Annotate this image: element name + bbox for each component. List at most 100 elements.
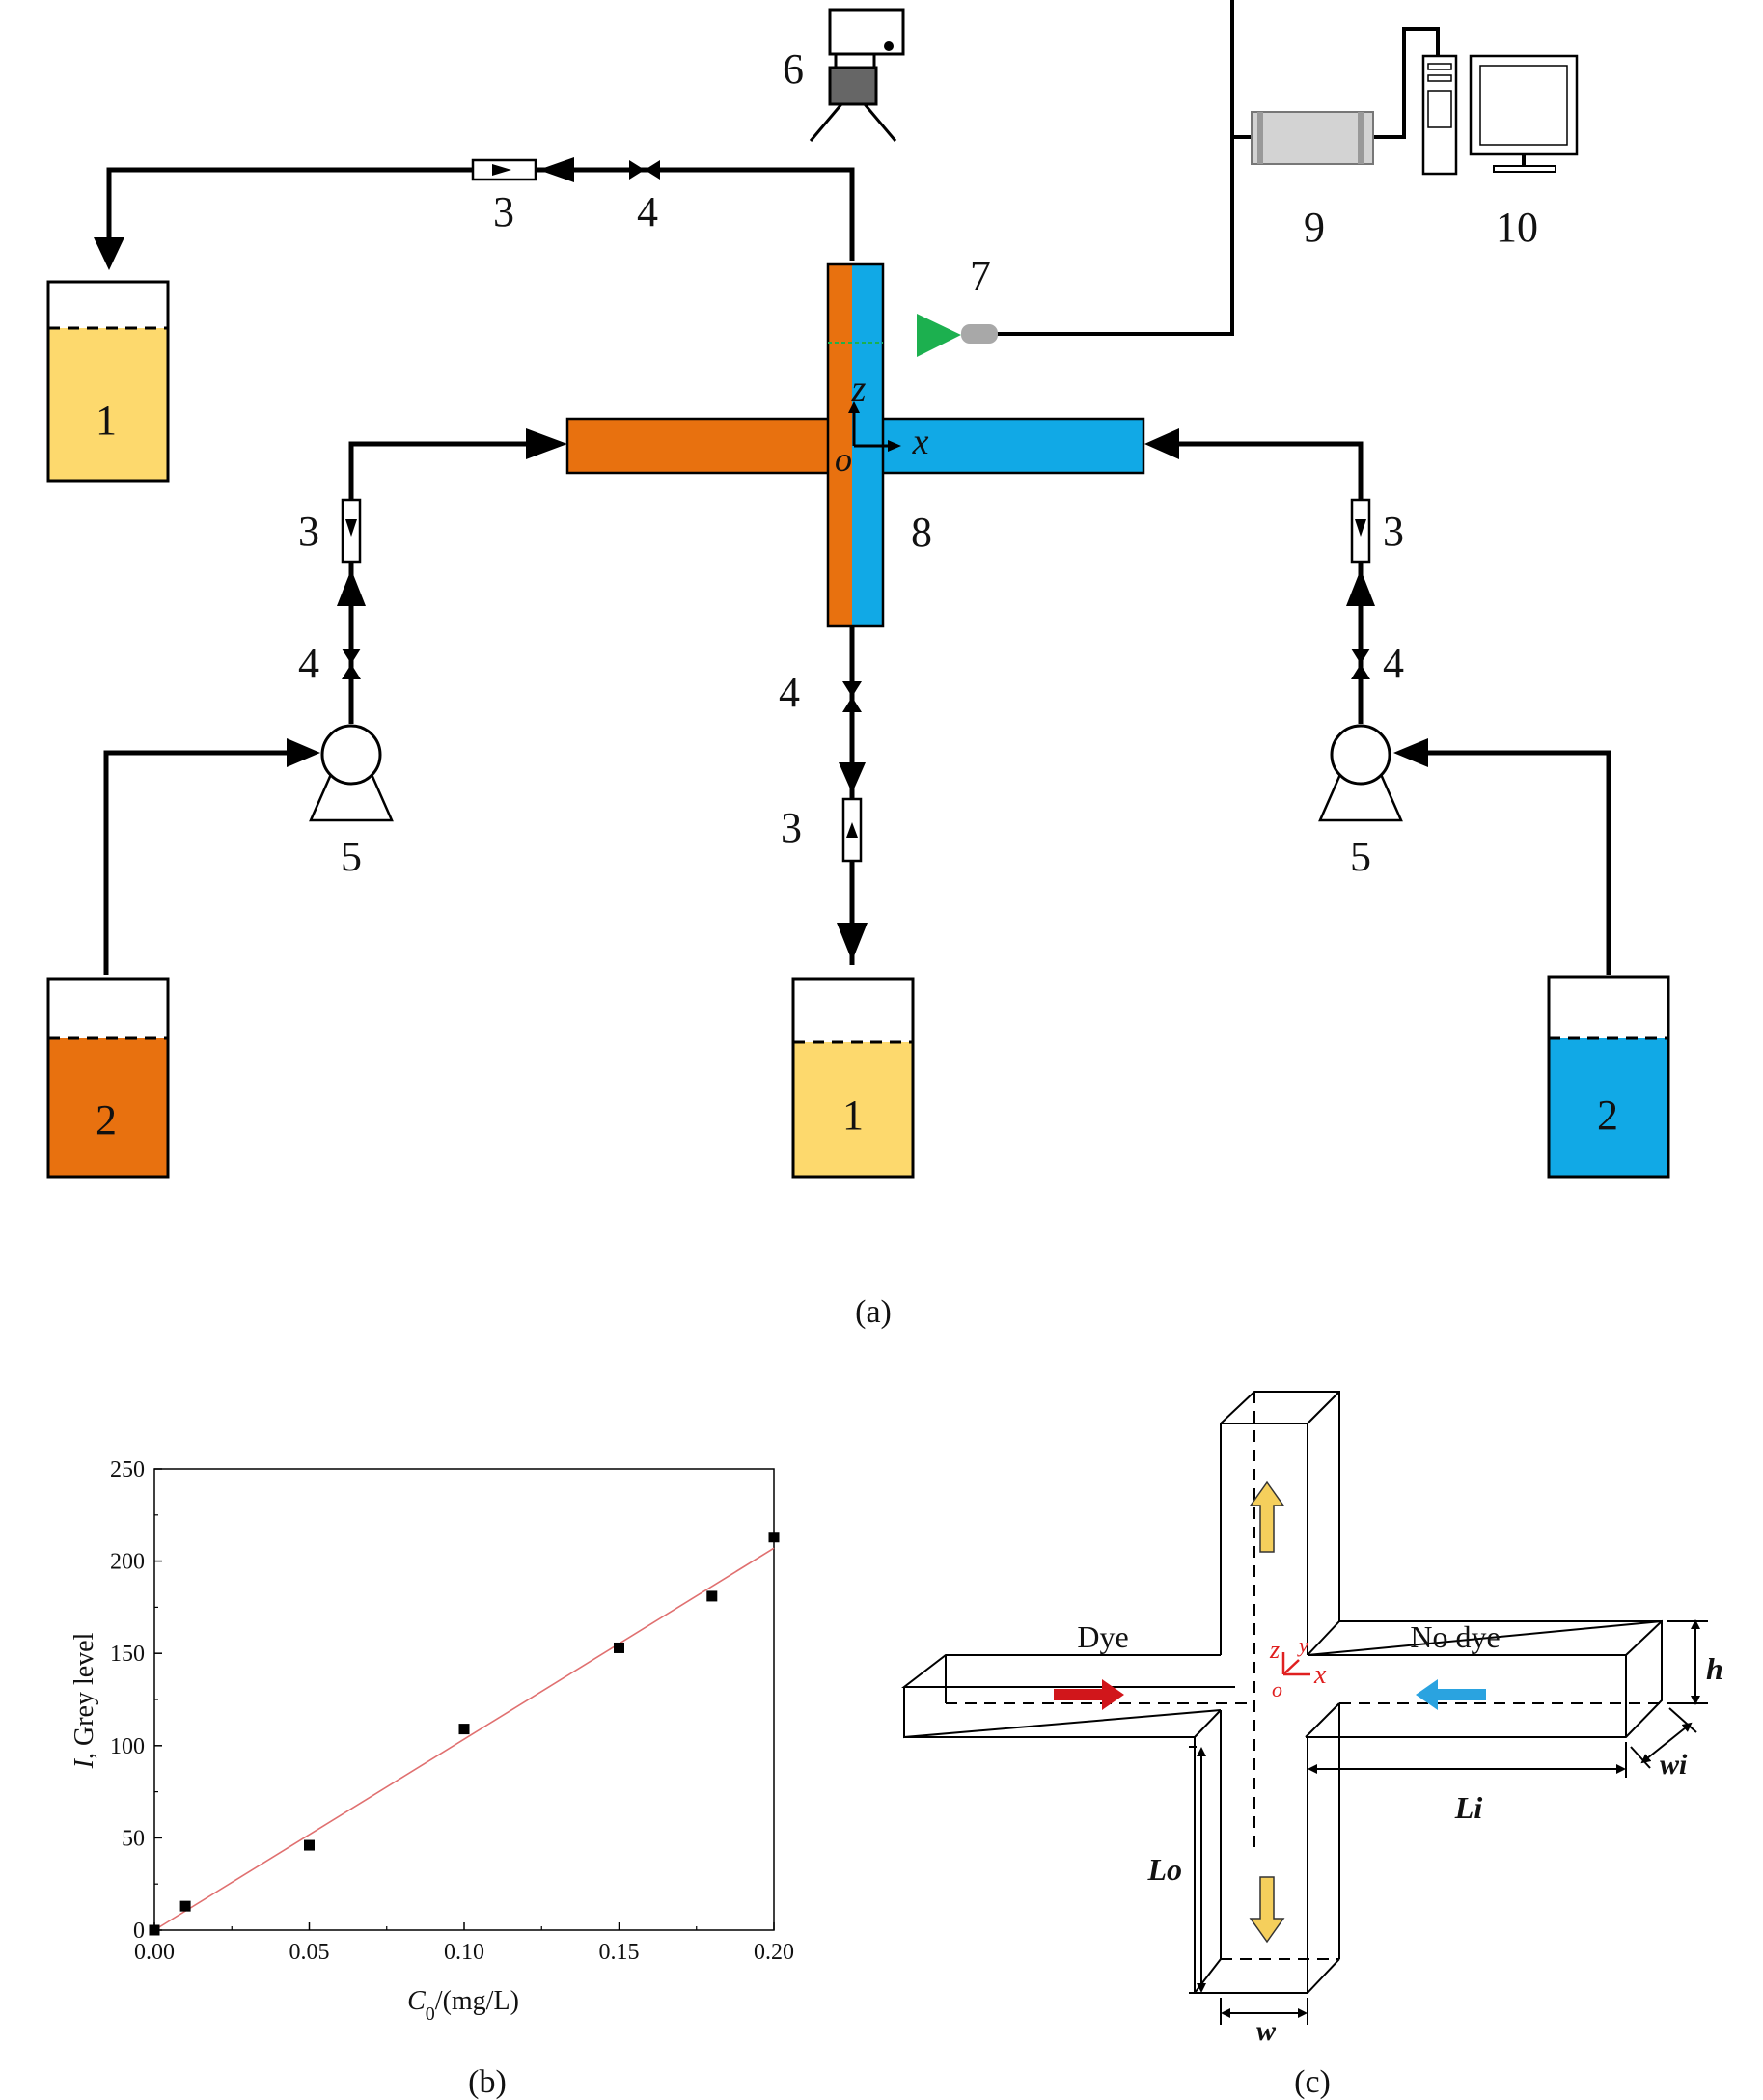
dim-Li-label: Li (1454, 1790, 1483, 1825)
laser (917, 314, 998, 357)
label-pump-right: 5 (1350, 833, 1371, 880)
x-tick-label: 0.15 (599, 1940, 640, 1965)
valve-top (629, 160, 660, 180)
axis-x-label: x (912, 422, 929, 462)
y-tick-label: 50 (122, 1826, 145, 1851)
valve-bottom (842, 681, 862, 712)
axis-z-label: z (851, 369, 867, 409)
arrow-into-right-pump (1393, 738, 1428, 767)
panel-b-chart: 0.00 0.05 0.10 0.15 0.20 0 50 100 150 200 250 C0/(… (69, 1457, 794, 2100)
y-axis-label: I, Grey level (69, 1632, 99, 1769)
c-axis-x-label: x (1313, 1660, 1327, 1690)
caption-c: (c) (1294, 2064, 1331, 2100)
cross-channel (565, 262, 1145, 628)
c-axis-origin-label: o (1272, 1677, 1282, 1701)
left-feed-pipe (348, 441, 531, 724)
label-valve-top: 4 (637, 188, 658, 235)
right-supply-pipe (1417, 750, 1611, 975)
feed-tank-dye (46, 977, 170, 1179)
data-point (706, 1590, 718, 1602)
arrow-left-up (337, 569, 366, 606)
label-controller: 9 (1304, 204, 1325, 251)
dim-wi-label: wi (1660, 1749, 1688, 1781)
computer-cable (1372, 27, 1440, 139)
c-axis-z-label: z (1269, 1636, 1280, 1664)
pump-left (309, 724, 394, 822)
label-flowmeter-left: 3 (298, 508, 319, 555)
dim-Lo-label: Lo (1146, 1852, 1182, 1887)
outflow-arrow-up (1249, 1480, 1285, 1553)
storage-tank-bottom (791, 977, 915, 1179)
x-axis-label: C0/(mg/L) (407, 1986, 519, 2025)
flowmeter-right (1350, 498, 1371, 564)
data-points (149, 1532, 780, 1936)
data-point (304, 1839, 315, 1851)
label-computer: 10 (1496, 204, 1538, 251)
x-tick-label: 0.05 (289, 1940, 330, 1965)
no-dye-label: No dye (1410, 1619, 1500, 1654)
label-pump-left: 5 (341, 833, 362, 880)
y-tick-label: 150 (110, 1642, 145, 1667)
flowmeter-left (341, 498, 362, 564)
panel-a-labels: 1 2 1 2 3 3 3 3 4 4 4 4 5 5 6 7 8 9 10 z… (96, 45, 1618, 1144)
dimension-w: w (1220, 1998, 1308, 2047)
label-valve-bottom: 4 (779, 669, 800, 716)
dim-w-label: w (1256, 2015, 1277, 2047)
plot-frame (153, 1468, 775, 1931)
feed-tank-no-dye (1547, 975, 1670, 1179)
panel-a-schematic: 1 2 1 2 3 3 3 3 4 4 4 4 5 5 6 7 8 9 10 z… (46, 0, 1670, 1330)
label-flowmeter-bottom: 3 (781, 804, 802, 851)
data-point (768, 1532, 780, 1543)
y-tick-label: 100 (110, 1734, 145, 1759)
caption-b: (b) (468, 2064, 507, 2100)
axis-ticks: 0.00 0.05 0.10 0.15 0.20 0 50 100 150 200 250 (110, 1457, 794, 1965)
arrow-top-flow (538, 157, 574, 182)
axis-origin-label: o (835, 440, 852, 479)
label-valve-left: 4 (298, 640, 319, 687)
data-point (149, 1924, 160, 1936)
dimension-Li: Li (1307, 1742, 1627, 1825)
pipe-network (94, 0, 1611, 975)
y-tick-label: 0 (133, 1919, 145, 1944)
right-feed-pipe (1175, 441, 1364, 724)
channel-wireframe (901, 1391, 1663, 1994)
arrow-into-left-inlet (526, 428, 567, 459)
label-flowmeter-top: 3 (493, 188, 514, 235)
top-outlet-pipe (106, 167, 855, 261)
left-supply-pipe (103, 750, 289, 975)
arrow-into-left-pump (287, 738, 320, 767)
dim-h-label: h (1706, 1651, 1723, 1686)
flowmeter-top (471, 158, 537, 181)
fit-line (153, 1547, 775, 1931)
label-feed-tank-no-dye: 2 (1597, 1091, 1618, 1139)
valve-right (1351, 649, 1370, 679)
laser-cable (994, 0, 1234, 336)
arrow-into-right-inlet (1144, 428, 1179, 459)
valve-left (342, 649, 361, 679)
label-storage-tank-bottom: 1 (842, 1091, 864, 1139)
caption-a: (a) (855, 1294, 892, 1330)
dimension-h: h (1667, 1619, 1723, 1705)
dimension-Lo: Lo (1146, 1746, 1206, 1994)
no-dye-inflow-arrow (1416, 1679, 1486, 1710)
data-point (179, 1900, 191, 1912)
label-feed-tank-dye: 2 (96, 1096, 117, 1144)
arrow-into-bottom-tank (837, 923, 868, 961)
controller (1251, 111, 1374, 165)
dye-label: Dye (1077, 1619, 1128, 1654)
computer (1421, 54, 1579, 176)
y-tick-label: 250 (110, 1457, 145, 1482)
label-laser: 7 (970, 252, 991, 299)
panel-c-axes: z x y o (1269, 1633, 1327, 1701)
arrow-right-up (1346, 569, 1375, 606)
x-tick-label: 0.20 (754, 1940, 794, 1965)
label-flowmeter-right: 3 (1383, 508, 1404, 555)
label-storage-tank-top: 1 (96, 397, 117, 444)
dye-inflow-arrow (1054, 1679, 1124, 1710)
x-tick-label: 0.00 (134, 1940, 175, 1965)
pump-right (1318, 724, 1403, 822)
fit-line-group (153, 1547, 775, 1931)
x-tick-label: 0.10 (444, 1940, 484, 1965)
flowmeter-bottom (841, 797, 863, 863)
